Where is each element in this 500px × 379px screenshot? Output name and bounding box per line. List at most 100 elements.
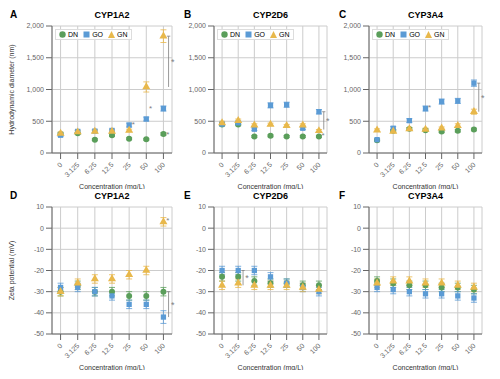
svg-text:Concentration (mg/L): Concentration (mg/L) <box>393 364 459 370</box>
svg-text:100: 100 <box>464 161 477 174</box>
svg-text:0: 0 <box>56 161 64 169</box>
svg-text:1,500: 1,500 <box>26 54 44 61</box>
svg-text:-40: -40 <box>351 309 361 316</box>
svg-text:-10: -10 <box>196 246 206 253</box>
svg-text:1,000: 1,000 <box>26 86 44 93</box>
svg-text:Zeta potential (mV): Zeta potential (mV) <box>8 241 16 301</box>
svg-text:12.5: 12.5 <box>259 161 274 176</box>
svg-text:25: 25 <box>122 161 133 172</box>
svg-text:Concentration (mg/L): Concentration (mg/L) <box>79 364 145 370</box>
svg-text:100: 100 <box>153 161 166 174</box>
svg-text:50: 50 <box>139 161 150 172</box>
svg-text:100: 100 <box>309 161 322 174</box>
svg-text:1,500: 1,500 <box>343 54 361 61</box>
svg-text:Hydrodynamic diameter (nm): Hydrodynamic diameter (nm) <box>8 44 16 134</box>
svg-text:500: 500 <box>349 118 361 125</box>
svg-text:25: 25 <box>122 342 133 353</box>
svg-text:0: 0 <box>217 342 225 350</box>
svg-text:Concentration (mg/L): Concentration (mg/L) <box>393 183 459 189</box>
svg-text:3.125: 3.125 <box>224 342 241 359</box>
svg-text:50: 50 <box>450 161 461 172</box>
svg-text:6.25: 6.25 <box>83 161 98 176</box>
svg-text:0: 0 <box>202 149 206 156</box>
svg-text:12.5: 12.5 <box>100 342 115 357</box>
svg-text:2,000: 2,000 <box>343 22 361 29</box>
svg-text:50: 50 <box>295 342 306 353</box>
svg-text:*: * <box>481 93 485 103</box>
svg-text:0: 0 <box>372 161 380 169</box>
svg-text:6.25: 6.25 <box>243 161 258 176</box>
svg-text:0: 0 <box>56 342 64 350</box>
svg-text:*: * <box>326 116 330 126</box>
svg-text:500: 500 <box>194 118 206 125</box>
svg-text:0: 0 <box>202 225 206 232</box>
svg-text:3.125: 3.125 <box>63 161 80 178</box>
svg-text:2,000: 2,000 <box>26 22 44 29</box>
svg-text:100: 100 <box>309 342 322 355</box>
svg-text:100: 100 <box>153 342 166 355</box>
svg-text:-40: -40 <box>196 309 206 316</box>
svg-text:-40: -40 <box>34 309 44 316</box>
svg-text:12.5: 12.5 <box>414 161 429 176</box>
svg-text:-20: -20 <box>351 267 361 274</box>
svg-text:25: 25 <box>279 161 290 172</box>
svg-text:10: 10 <box>198 203 206 210</box>
svg-text:Concentration (mg/L): Concentration (mg/L) <box>79 183 145 189</box>
svg-text:-10: -10 <box>34 246 44 253</box>
svg-text:*: * <box>322 131 325 140</box>
svg-text:*: * <box>166 216 169 225</box>
svg-text:10: 10 <box>36 203 44 210</box>
html-text:CYP3A4: CYP3A4 <box>408 10 443 20</box>
svg-text:2,000: 2,000 <box>188 22 206 29</box>
svg-text:1,000: 1,000 <box>343 86 361 93</box>
svg-text:*: * <box>132 120 135 129</box>
html-text:CYP1A2: CYP1A2 <box>94 10 130 20</box>
svg-text:3.125: 3.125 <box>379 342 396 359</box>
svg-text:-50: -50 <box>196 330 206 337</box>
svg-text:*: * <box>149 104 152 113</box>
svg-text:-20: -20 <box>34 267 44 274</box>
svg-text:0: 0 <box>357 149 361 156</box>
svg-text:25: 25 <box>434 342 445 353</box>
svg-text:12.5: 12.5 <box>414 342 429 357</box>
svg-text:*: * <box>428 103 431 112</box>
svg-text:50: 50 <box>139 342 150 353</box>
svg-text:0: 0 <box>40 149 44 156</box>
svg-text:-30: -30 <box>351 288 361 295</box>
svg-text:*: * <box>171 300 175 310</box>
svg-text:-20: -20 <box>196 267 206 274</box>
svg-text:-50: -50 <box>351 330 361 337</box>
svg-text:-30: -30 <box>196 288 206 295</box>
svg-text:6.25: 6.25 <box>398 342 413 357</box>
svg-text:Concentration (mg/L): Concentration (mg/L) <box>238 183 304 189</box>
svg-text:1,500: 1,500 <box>188 54 206 61</box>
svg-text:50: 50 <box>450 342 461 353</box>
svg-text:0: 0 <box>357 225 361 232</box>
svg-text:500: 500 <box>32 118 44 125</box>
svg-text:-50: -50 <box>34 330 44 337</box>
svg-text:100: 100 <box>464 342 477 355</box>
svg-text:12.5: 12.5 <box>100 161 115 176</box>
svg-text:6.25: 6.25 <box>83 342 98 357</box>
svg-text:12.5: 12.5 <box>259 342 274 357</box>
svg-text:6.25: 6.25 <box>398 161 413 176</box>
html-text:CYP2D6: CYP2D6 <box>253 10 288 20</box>
svg-text:*: * <box>166 130 169 139</box>
svg-text:0: 0 <box>40 225 44 232</box>
svg-text:25: 25 <box>434 161 445 172</box>
svg-text:0: 0 <box>372 342 380 350</box>
svg-text:50: 50 <box>295 161 306 172</box>
svg-text:6.25: 6.25 <box>243 342 258 357</box>
svg-text:0: 0 <box>217 161 225 169</box>
svg-text:Concentration (mg/L): Concentration (mg/L) <box>238 364 304 370</box>
svg-text:*: * <box>171 57 175 67</box>
svg-text:3.125: 3.125 <box>379 161 396 178</box>
svg-text:1,000: 1,000 <box>188 86 206 93</box>
svg-text:*: * <box>245 273 249 283</box>
svg-text:25: 25 <box>279 342 290 353</box>
svg-text:-10: -10 <box>351 246 361 253</box>
svg-text:10: 10 <box>353 203 361 210</box>
svg-text:-30: -30 <box>34 288 44 295</box>
svg-text:3.125: 3.125 <box>224 161 241 178</box>
svg-text:3.125: 3.125 <box>63 342 80 359</box>
